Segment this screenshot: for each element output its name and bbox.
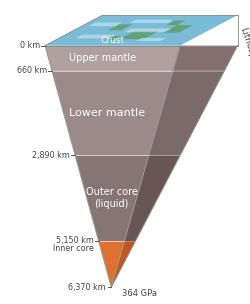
Text: 5,150 km: 5,150 km — [56, 237, 94, 246]
Polygon shape — [105, 36, 122, 40]
Polygon shape — [119, 31, 160, 39]
Polygon shape — [130, 20, 174, 23]
Text: Crust: Crust — [100, 36, 124, 45]
Polygon shape — [76, 35, 116, 38]
Text: Lower mantle: Lower mantle — [69, 108, 145, 118]
Text: Inner core: Inner core — [53, 244, 94, 253]
Text: 660 km: 660 km — [16, 66, 47, 75]
Text: 0 km: 0 km — [20, 41, 40, 50]
Polygon shape — [45, 15, 238, 46]
Polygon shape — [149, 71, 224, 155]
Polygon shape — [75, 155, 149, 241]
Text: 364 GPa: 364 GPa — [122, 289, 158, 298]
Polygon shape — [162, 25, 193, 33]
Polygon shape — [173, 46, 238, 71]
Text: 6,370 km: 6,370 km — [68, 283, 106, 292]
Text: 2,890 km: 2,890 km — [32, 151, 70, 160]
Polygon shape — [52, 71, 173, 155]
Polygon shape — [136, 38, 166, 41]
Text: Outer core
(liquid): Outer core (liquid) — [86, 187, 138, 209]
Polygon shape — [98, 241, 124, 287]
Polygon shape — [124, 29, 172, 32]
Polygon shape — [166, 21, 186, 25]
Polygon shape — [45, 46, 180, 71]
Text: Upper mantle: Upper mantle — [69, 53, 136, 63]
Text: Lithosphere: Lithosphere — [238, 26, 250, 80]
Polygon shape — [124, 155, 180, 241]
Polygon shape — [111, 241, 136, 287]
Polygon shape — [88, 22, 122, 26]
Polygon shape — [108, 24, 132, 30]
